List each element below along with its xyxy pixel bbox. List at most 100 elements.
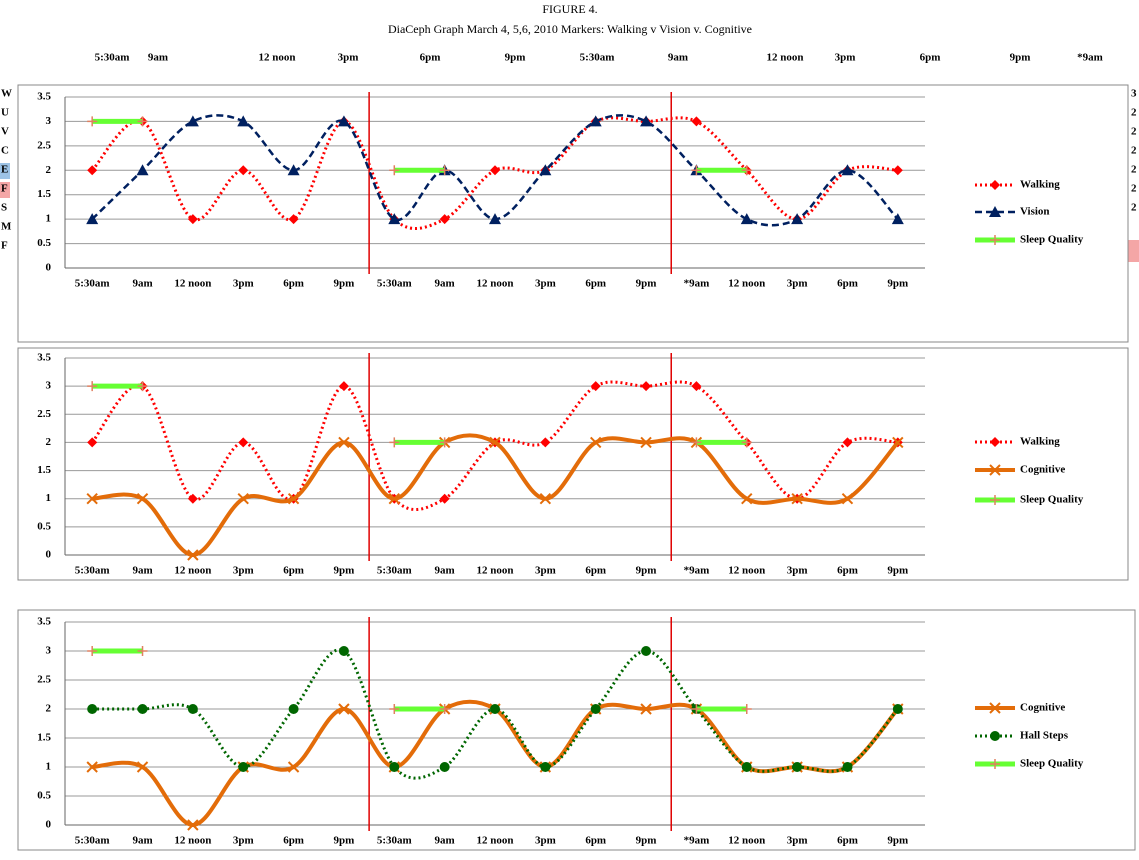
marker (540, 762, 551, 772)
marker (388, 213, 401, 225)
marker (841, 493, 854, 505)
clipped-text: U (1, 107, 9, 119)
y-tick-label: 3 (46, 645, 52, 657)
header-label: 6pm (420, 52, 441, 64)
marker (87, 116, 98, 127)
x-tick-label: 3pm (535, 835, 556, 847)
y-tick-label: 1.5 (37, 732, 51, 744)
marker (187, 549, 199, 561)
marker (137, 381, 148, 392)
y-tick-label: 1.5 (37, 464, 51, 476)
x-tick-label: 12 noon (477, 565, 514, 577)
marker (186, 115, 199, 127)
x-tick-label: *9am (684, 565, 710, 577)
x-tick-label: 3pm (233, 835, 254, 847)
marker (288, 704, 299, 714)
header-label: 5:30am (95, 52, 130, 64)
header-label: 6pm (920, 52, 941, 64)
y-tick-label: 3.5 (37, 91, 51, 103)
marker (490, 704, 500, 714)
marker (641, 646, 652, 656)
legend-marker (990, 437, 1000, 447)
marker (691, 381, 702, 392)
header-label: 12 noon (767, 52, 804, 64)
clipped-text: F (1, 183, 8, 195)
marker (539, 164, 552, 176)
marker (87, 165, 98, 176)
x-tick-label: 5:30am (377, 835, 412, 847)
x-tick-label: 6pm (283, 835, 304, 847)
figure-subtitle: DiaCeph Graph March 4, 5,6, 2010 Markers… (388, 22, 752, 36)
x-tick-label: 5:30am (377, 565, 412, 577)
header-label: 9am (668, 52, 688, 64)
marker (187, 819, 199, 831)
legend-marker (989, 206, 1001, 217)
marker (640, 436, 652, 449)
marker (589, 436, 602, 449)
legend-label: Vision (1020, 206, 1050, 218)
marker (792, 762, 803, 772)
marker (691, 165, 702, 176)
marker (741, 165, 752, 176)
chart: 0 0.5 1 1.5 2 2.5 3 3.5 5:30am 9am 12 noon 3pm 6pm 9p… (17, 84, 1129, 343)
marker (338, 381, 349, 392)
x-tick-label: 9pm (636, 835, 657, 847)
header-label: 3pm (338, 52, 359, 64)
x-tick-label: 12 noon (477, 835, 514, 847)
marker (842, 762, 853, 772)
x-tick-label: 5:30am (75, 278, 110, 290)
y-tick-label: 2.5 (37, 674, 51, 686)
clipped-text: 2 (1131, 126, 1137, 138)
x-tick-label: 3pm (535, 565, 556, 577)
marker (741, 704, 752, 714)
x-tick-label: 6pm (585, 565, 606, 577)
clipped-text: 2 (1131, 145, 1137, 157)
x-tick-label: 9pm (887, 565, 908, 577)
x-tick-label: 9pm (887, 278, 908, 290)
x-tick-label: 9am (435, 565, 455, 577)
marker (539, 493, 552, 505)
clipped-text: 3 (1131, 88, 1137, 100)
marker (691, 704, 702, 714)
marker (640, 703, 652, 715)
x-tick-label: 12 noon (728, 835, 765, 847)
x-tick-label: 12 noon (174, 565, 211, 577)
marker (791, 213, 804, 225)
marker (87, 437, 98, 448)
chart: 0 0.5 1 1.5 2 2.5 3 3.5 5:30am 9am 12 noon 3pm 6pm 9p… (17, 609, 1136, 851)
marker (136, 164, 149, 176)
x-tick-label: 6pm (283, 278, 304, 290)
marker (137, 646, 148, 656)
x-tick-label: 9am (435, 278, 455, 290)
y-tick-label: 2.5 (37, 139, 51, 151)
marker (187, 214, 198, 225)
y-tick-label: 1 (46, 492, 52, 504)
marker (489, 436, 501, 449)
y-tick-label: 2 (46, 703, 52, 715)
marker (389, 704, 400, 714)
y-tick-label: 3 (46, 380, 52, 392)
marker (338, 703, 350, 715)
legend-label: Walking (1020, 179, 1060, 191)
x-tick-label: 9am (132, 278, 152, 290)
x-tick-label: 12 noon (477, 278, 514, 290)
marker (589, 115, 602, 127)
marker (389, 165, 400, 176)
legend-label: Walking (1020, 436, 1060, 448)
highlight (1128, 240, 1139, 262)
legend-marker (990, 495, 1000, 505)
marker (238, 437, 249, 448)
marker (287, 493, 300, 505)
x-tick-label: 6pm (585, 278, 606, 290)
highlight (0, 163, 10, 179)
x-tick-label: 9pm (334, 278, 355, 290)
marker (137, 704, 148, 714)
marker (439, 165, 450, 176)
marker (238, 762, 249, 772)
y-tick-label: 3 (46, 115, 52, 127)
marker (389, 437, 400, 448)
chart-frame (17, 347, 1129, 581)
series-line (90, 380, 898, 511)
x-tick-label: 12 noon (728, 565, 765, 577)
y-tick-label: 1 (46, 213, 52, 225)
